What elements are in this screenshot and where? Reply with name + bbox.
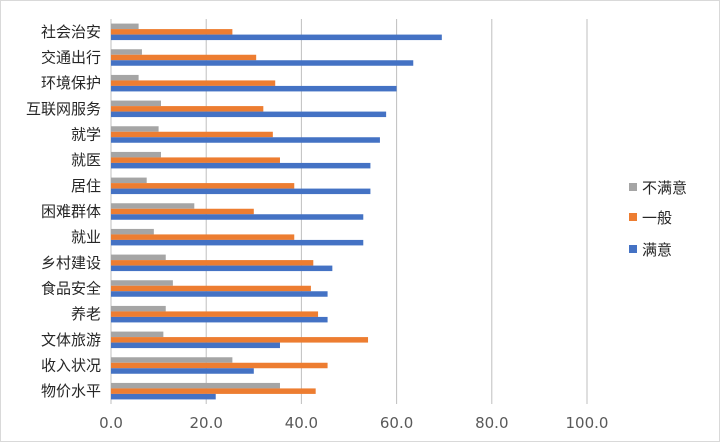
x-tick-label: 100.0 xyxy=(566,414,609,432)
bar-满意-乡村建设 xyxy=(111,265,333,272)
legend-label: 不满意 xyxy=(642,179,687,197)
category-label: 就学 xyxy=(71,126,101,144)
bar-不满意-社会治安 xyxy=(111,23,139,30)
x-tick-label: 20.0 xyxy=(189,414,222,432)
bar-不满意-就业 xyxy=(111,228,154,235)
x-tick-label: 60.0 xyxy=(380,414,413,432)
category-label: 交通出行 xyxy=(41,49,101,67)
x-tick-labels: 0.0 20.0 40.0 60.0 80.0 100.0 xyxy=(99,414,608,432)
bar-不满意-物价水平 xyxy=(111,382,280,389)
category-label: 就业 xyxy=(71,228,101,246)
bars-layer xyxy=(111,23,442,400)
bar-一般-乡村建设 xyxy=(111,260,314,266)
bar-满意-互联网服务 xyxy=(111,111,387,118)
bar-不满意-就学 xyxy=(111,126,159,132)
bar-一般-社会治安 xyxy=(111,29,233,35)
bar-一般-就业 xyxy=(111,234,295,240)
bar-满意-居住 xyxy=(111,188,371,195)
bar-一般-就医 xyxy=(111,157,280,163)
x-tick-label: 80.0 xyxy=(475,414,508,432)
category-label: 困难群体 xyxy=(41,203,101,221)
bar-不满意-乡村建设 xyxy=(111,254,166,261)
bar-一般-食品安全 xyxy=(111,285,311,292)
bar-一般-困难群体 xyxy=(111,208,254,215)
x-tick-label: 40.0 xyxy=(285,414,318,432)
category-label: 收入状况 xyxy=(41,357,101,375)
category-label: 环境保护 xyxy=(41,74,101,92)
category-label: 养老 xyxy=(71,305,101,323)
bar-一般-收入状况 xyxy=(111,362,328,369)
category-labels: 社会治安交通出行环境保护互联网服务就学就医居住困难群体就业乡村建设食品安全养老文… xyxy=(26,23,101,400)
category-label: 食品安全 xyxy=(41,280,101,298)
bar-满意-食品安全 xyxy=(111,291,328,297)
bar-满意-就业 xyxy=(111,239,364,246)
bar-不满意-文体旅游 xyxy=(111,331,164,338)
bar-不满意-就医 xyxy=(111,151,161,158)
category-label: 居住 xyxy=(71,177,101,195)
category-label: 乡村建设 xyxy=(41,254,101,272)
bar-一般-养老 xyxy=(111,311,319,317)
category-label: 文体旅游 xyxy=(41,331,101,349)
bar-一般-互联网服务 xyxy=(111,106,264,112)
bar-满意-环境保护 xyxy=(111,85,397,92)
bar-一般-文体旅游 xyxy=(111,337,369,343)
category-label: 就医 xyxy=(71,151,101,169)
bar-一般-就学 xyxy=(111,131,273,138)
bar-满意-物价水平 xyxy=(111,393,216,400)
category-label: 社会治安 xyxy=(41,23,101,41)
bar-一般-物价水平 xyxy=(111,388,316,394)
bar-满意-文体旅游 xyxy=(111,342,280,349)
bar-不满意-养老 xyxy=(111,305,166,312)
bar-满意-困难群体 xyxy=(111,214,364,220)
legend-swatch xyxy=(629,183,637,191)
bar-不满意-环境保护 xyxy=(111,74,139,81)
bar-满意-就医 xyxy=(111,162,371,169)
bar-不满意-收入状况 xyxy=(111,357,233,363)
bar-满意-养老 xyxy=(111,316,328,323)
bar-满意-就学 xyxy=(111,137,380,143)
bar-不满意-居住 xyxy=(111,177,147,184)
bar-一般-环境保护 xyxy=(111,80,276,86)
bar-不满意-食品安全 xyxy=(111,280,173,286)
bar-满意-社会治安 xyxy=(111,34,442,41)
category-label: 互联网服务 xyxy=(26,100,101,118)
bar-满意-交通出行 xyxy=(111,60,414,66)
category-label: 物价水平 xyxy=(41,382,101,400)
bar-一般-交通出行 xyxy=(111,54,257,61)
legend-swatch xyxy=(629,245,637,253)
bar-不满意-交通出行 xyxy=(111,49,142,55)
bar-不满意-困难群体 xyxy=(111,203,195,209)
legend-label: 一般 xyxy=(642,209,672,227)
x-tick-label: 0.0 xyxy=(99,414,123,432)
bar-满意-收入状况 xyxy=(111,368,254,374)
legend-swatch xyxy=(629,213,637,221)
bar-一般-居住 xyxy=(111,183,295,189)
legend-label: 满意 xyxy=(642,241,672,259)
bar-不满意-互联网服务 xyxy=(111,100,161,107)
